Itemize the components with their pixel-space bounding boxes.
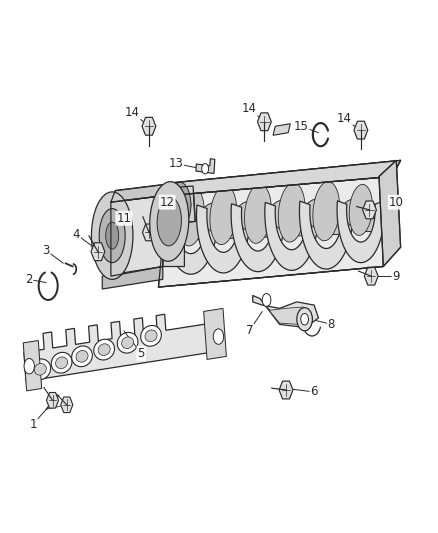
Polygon shape	[46, 392, 59, 408]
Ellipse shape	[145, 330, 157, 342]
Text: 4: 4	[73, 228, 80, 241]
Polygon shape	[142, 224, 155, 241]
Text: 13: 13	[168, 157, 183, 170]
Polygon shape	[23, 341, 42, 391]
Polygon shape	[167, 160, 401, 196]
Ellipse shape	[106, 222, 119, 249]
Polygon shape	[337, 201, 385, 263]
Ellipse shape	[56, 357, 67, 369]
Polygon shape	[197, 205, 250, 273]
Ellipse shape	[210, 185, 237, 245]
Polygon shape	[164, 206, 218, 274]
Polygon shape	[273, 124, 290, 135]
Polygon shape	[111, 196, 163, 276]
Circle shape	[262, 294, 271, 306]
Polygon shape	[159, 176, 392, 287]
Ellipse shape	[122, 337, 134, 349]
Text: 10: 10	[389, 196, 404, 209]
Ellipse shape	[141, 326, 161, 346]
Circle shape	[24, 359, 35, 374]
Ellipse shape	[51, 352, 72, 373]
Circle shape	[213, 329, 224, 344]
Circle shape	[297, 308, 312, 331]
Ellipse shape	[236, 201, 284, 237]
Polygon shape	[167, 160, 401, 196]
Text: 6: 6	[311, 385, 318, 399]
Ellipse shape	[157, 197, 181, 246]
Polygon shape	[142, 117, 156, 135]
Text: 14: 14	[242, 102, 257, 116]
Polygon shape	[279, 381, 293, 399]
Ellipse shape	[30, 359, 51, 379]
Polygon shape	[165, 186, 195, 223]
Ellipse shape	[201, 202, 249, 238]
Polygon shape	[262, 302, 305, 325]
Circle shape	[182, 198, 191, 211]
Circle shape	[301, 313, 308, 325]
Polygon shape	[163, 195, 184, 266]
Ellipse shape	[342, 198, 384, 231]
Circle shape	[202, 164, 208, 174]
Polygon shape	[111, 184, 167, 202]
Polygon shape	[364, 267, 378, 285]
Ellipse shape	[150, 182, 189, 261]
Text: 2: 2	[25, 273, 32, 286]
Polygon shape	[102, 266, 163, 289]
Ellipse shape	[313, 182, 339, 241]
Ellipse shape	[94, 340, 114, 360]
Polygon shape	[91, 243, 105, 261]
Polygon shape	[363, 201, 376, 219]
Polygon shape	[61, 397, 73, 413]
Polygon shape	[253, 295, 318, 328]
Ellipse shape	[72, 346, 92, 367]
Text: 12: 12	[159, 196, 175, 209]
Ellipse shape	[92, 192, 133, 279]
Polygon shape	[196, 159, 215, 173]
Circle shape	[169, 198, 178, 211]
Ellipse shape	[99, 208, 125, 263]
Text: 1: 1	[29, 417, 37, 431]
Text: 9: 9	[392, 270, 400, 282]
Ellipse shape	[117, 333, 138, 353]
Polygon shape	[204, 309, 226, 359]
Text: 7: 7	[246, 324, 253, 337]
Text: 8: 8	[328, 318, 335, 331]
Ellipse shape	[177, 187, 204, 246]
Ellipse shape	[349, 184, 372, 236]
Polygon shape	[231, 204, 285, 272]
Text: 11: 11	[117, 212, 131, 225]
Ellipse shape	[169, 203, 217, 240]
Ellipse shape	[278, 183, 305, 242]
Polygon shape	[24, 314, 219, 381]
Polygon shape	[354, 121, 368, 139]
Text: 5: 5	[138, 347, 145, 360]
Text: 14: 14	[337, 112, 352, 125]
Ellipse shape	[169, 182, 191, 227]
Ellipse shape	[76, 351, 88, 362]
Ellipse shape	[98, 344, 110, 356]
Ellipse shape	[244, 184, 271, 244]
Ellipse shape	[34, 364, 46, 375]
Text: 14: 14	[125, 106, 140, 119]
Polygon shape	[258, 113, 271, 131]
Polygon shape	[379, 160, 401, 266]
Text: 3: 3	[42, 244, 49, 257]
Polygon shape	[265, 203, 318, 270]
Polygon shape	[300, 201, 353, 269]
Ellipse shape	[270, 199, 318, 236]
Text: 15: 15	[294, 120, 309, 133]
Ellipse shape	[304, 198, 352, 235]
